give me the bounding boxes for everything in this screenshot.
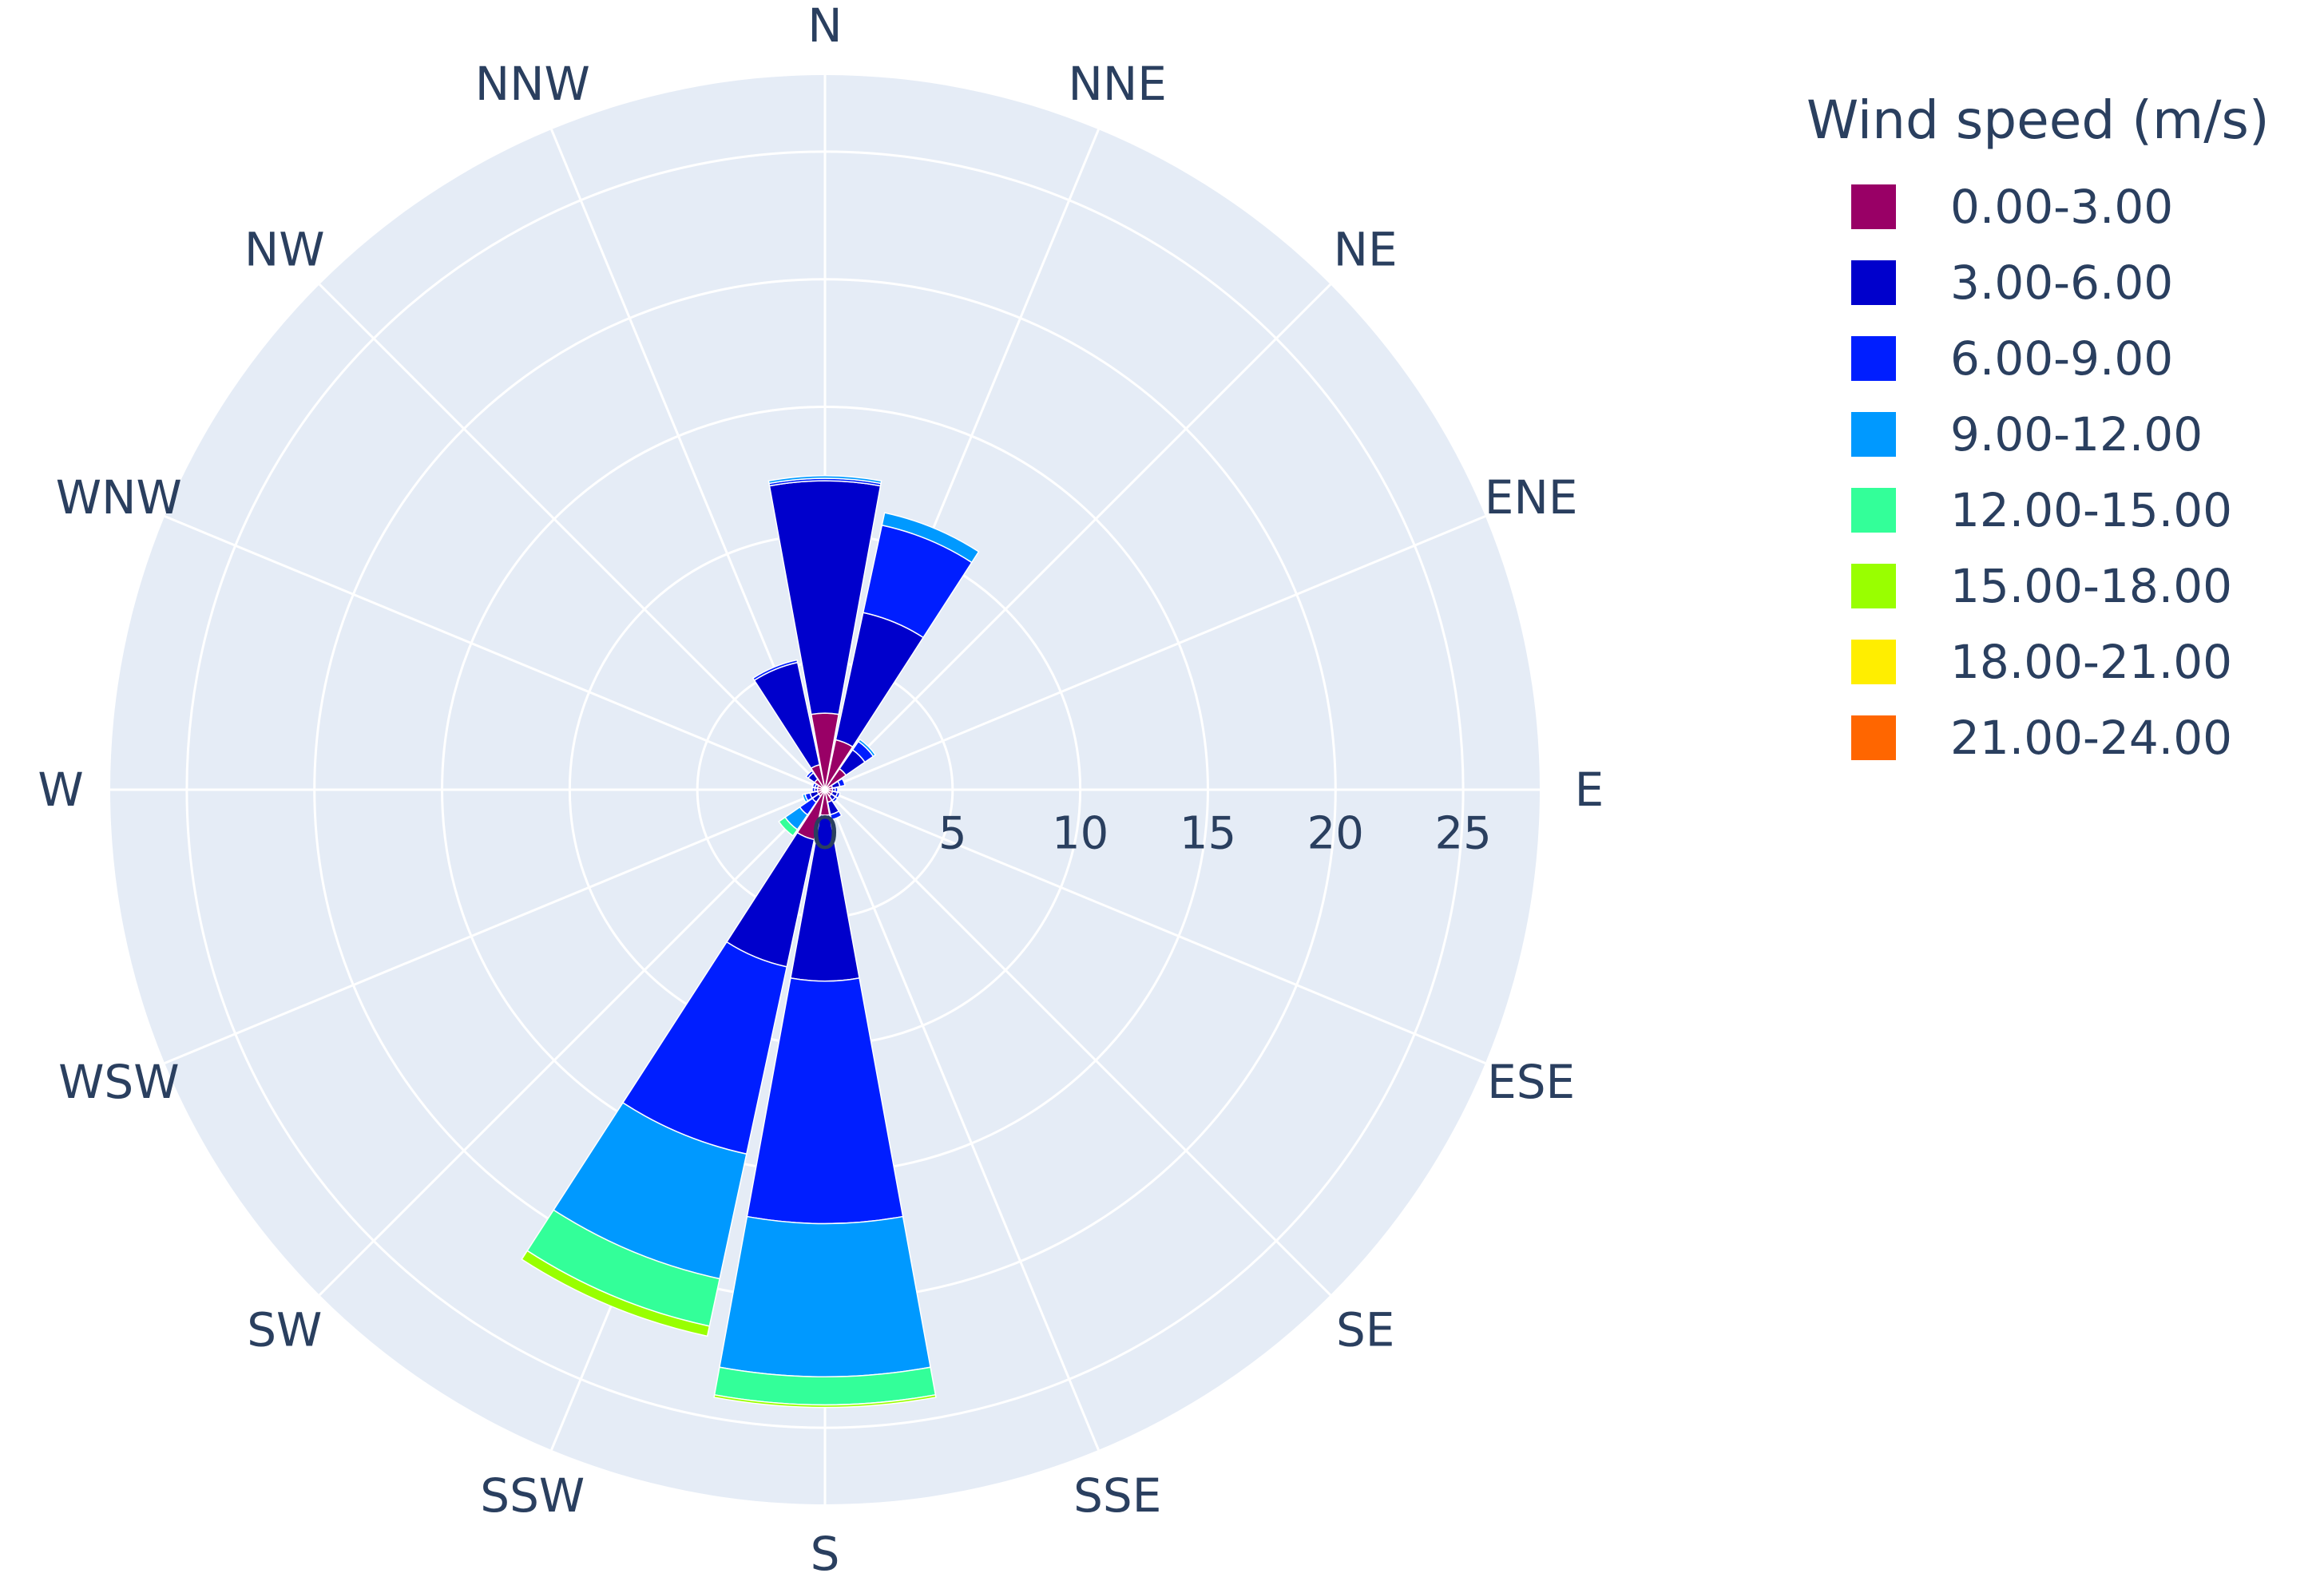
angular-gridline-ene xyxy=(824,515,1486,791)
angular-gridline-ne xyxy=(823,283,1331,791)
angular-gridline-se xyxy=(823,788,1331,1296)
bar-s-series-3[interactable] xyxy=(719,1215,931,1377)
direction-label-nw: NW xyxy=(244,222,325,276)
direction-label-w: W xyxy=(38,763,83,817)
direction-label-se: SE xyxy=(1336,1303,1394,1357)
angular-gridline-ese xyxy=(824,788,1486,1064)
direction-label-nnw: NNW xyxy=(475,57,590,111)
direction-label-sse: SSE xyxy=(1073,1468,1161,1523)
radial-tick-label-3: 15 xyxy=(1180,808,1236,860)
direction-label-n: N xyxy=(807,0,842,53)
legend-swatch-1 xyxy=(1851,260,1896,305)
bar-n-series-3[interactable] xyxy=(767,475,882,485)
legend-label-1: 3.00-6.00 xyxy=(1950,255,2174,310)
bar-nw-series-2[interactable] xyxy=(805,770,815,779)
bar-ene-series-2[interactable] xyxy=(837,778,846,787)
legend-item-1[interactable]: 3.00-6.00 xyxy=(1806,244,2270,320)
legend-item-6[interactable]: 18.00-21.00 xyxy=(1806,624,2270,699)
direction-label-nne: NNE xyxy=(1069,57,1167,111)
radial-tick-label-2: 10 xyxy=(1052,808,1108,860)
legend-label-0: 0.00-3.00 xyxy=(1950,179,2174,234)
legend-label-4: 12.00-15.00 xyxy=(1950,482,2233,537)
bar-nne-series-3[interactable] xyxy=(881,512,980,564)
angular-gridline-wsw xyxy=(164,788,826,1064)
legend-item-0[interactable]: 0.00-3.00 xyxy=(1806,168,2270,244)
angular-gridline-wnw xyxy=(164,515,826,791)
angular-gridline-nw xyxy=(319,283,827,791)
polar-labels: N NNE NE ENE E ESE SE SSE S SSW SW WSW W WNW NW NNW 0 5 10… xyxy=(38,0,1604,1581)
legend-swatch-4 xyxy=(1851,487,1896,533)
legend-item-7[interactable]: 21.00-24.00 xyxy=(1806,699,2270,775)
legend-swatch-0 xyxy=(1851,184,1896,229)
legend-title: Wind speed (m/s) xyxy=(1806,89,2270,151)
radial-tick-label-0: 0 xyxy=(811,808,839,860)
bar-w-series-2[interactable] xyxy=(811,787,816,793)
legend-item-2[interactable]: 6.00-9.00 xyxy=(1806,320,2270,396)
legend-label-6: 18.00-21.00 xyxy=(1950,634,2233,689)
bar-nnw-series-2[interactable] xyxy=(752,659,799,682)
direction-label-ese: ESE xyxy=(1487,1055,1575,1109)
angular-gridline-sse xyxy=(823,789,1100,1451)
legend-items: 0.00-3.00 3.00-6.00 6.00-9.00 9.00-12.00 12.… xyxy=(1806,168,2270,775)
legend-swatch-7 xyxy=(1851,715,1896,760)
legend-label-2: 6.00-9.00 xyxy=(1950,331,2174,386)
direction-label-ssw: SSW xyxy=(480,1468,585,1523)
direction-label-sw: SW xyxy=(247,1303,322,1357)
radial-tick-label-1: 5 xyxy=(938,808,967,860)
bar-e-series-2[interactable] xyxy=(834,787,839,793)
legend-item-5[interactable]: 15.00-18.00 xyxy=(1806,548,2270,624)
bar-wsw-series-3[interactable] xyxy=(801,793,809,803)
legend: Wind speed (m/s) 0.00-3.00 3.00-6.00 6.00-… xyxy=(1806,89,2270,775)
direction-label-ene: ENE xyxy=(1485,470,1578,525)
legend-swatch-6 xyxy=(1851,639,1896,684)
direction-label-wsw: WSW xyxy=(58,1055,180,1109)
radial-tick-label-5: 25 xyxy=(1434,808,1491,860)
legend-swatch-5 xyxy=(1851,563,1896,608)
bar-s-series-5[interactable] xyxy=(713,1393,937,1409)
bar-sse-series-2[interactable] xyxy=(829,810,843,821)
radial-tick-label-4: 20 xyxy=(1307,808,1364,860)
direction-label-wnw: WNW xyxy=(56,470,182,525)
angular-gridline-sw xyxy=(319,788,827,1296)
bar-ssw-series-5[interactable] xyxy=(521,1250,711,1337)
legend-label-5: 15.00-18.00 xyxy=(1950,558,2233,613)
bar-ne-series-3[interactable] xyxy=(857,738,877,758)
bar-sw-series-4[interactable] xyxy=(778,816,799,837)
polar-bars xyxy=(521,475,980,1409)
legend-label-7: 21.00-24.00 xyxy=(1950,710,2233,765)
legend-swatch-3 xyxy=(1851,411,1896,457)
direction-label-s: S xyxy=(811,1527,840,1581)
direction-label-ne: NE xyxy=(1334,222,1398,276)
legend-swatch-2 xyxy=(1851,335,1896,381)
direction-label-e: E xyxy=(1575,763,1604,817)
legend-item-4[interactable]: 12.00-15.00 xyxy=(1806,472,2270,548)
legend-label-3: 9.00-12.00 xyxy=(1950,406,2203,462)
legend-item-3[interactable]: 9.00-12.00 xyxy=(1806,396,2270,472)
